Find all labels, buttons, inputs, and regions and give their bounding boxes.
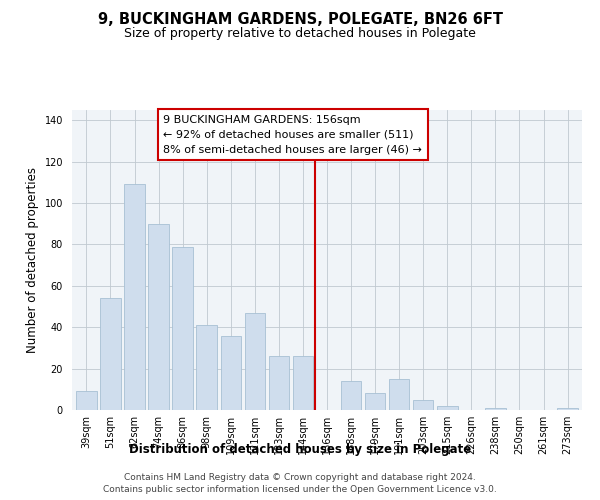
Bar [293, 356, 313, 410]
Y-axis label: Number of detached properties: Number of detached properties [26, 167, 39, 353]
Bar [413, 400, 433, 410]
Bar [221, 336, 241, 410]
Bar [245, 313, 265, 410]
Bar [365, 394, 385, 410]
Bar [124, 184, 145, 410]
Text: 9 BUCKINGHAM GARDENS: 156sqm
← 92% of detached houses are smaller (511)
8% of se: 9 BUCKINGHAM GARDENS: 156sqm ← 92% of de… [163, 115, 422, 154]
Bar [76, 392, 97, 410]
Bar [172, 246, 193, 410]
Bar [389, 379, 409, 410]
Text: 9, BUCKINGHAM GARDENS, POLEGATE, BN26 6FT: 9, BUCKINGHAM GARDENS, POLEGATE, BN26 6F… [97, 12, 503, 28]
Bar [341, 381, 361, 410]
Bar [100, 298, 121, 410]
Text: Distribution of detached houses by size in Polegate: Distribution of detached houses by size … [129, 442, 471, 456]
Text: Contains public sector information licensed under the Open Government Licence v3: Contains public sector information licen… [103, 485, 497, 494]
Text: Contains HM Land Registry data © Crown copyright and database right 2024.: Contains HM Land Registry data © Crown c… [124, 472, 476, 482]
Text: Size of property relative to detached houses in Polegate: Size of property relative to detached ho… [124, 28, 476, 40]
Bar [437, 406, 458, 410]
Bar [269, 356, 289, 410]
Bar [557, 408, 578, 410]
Bar [485, 408, 506, 410]
Bar [196, 325, 217, 410]
Bar [148, 224, 169, 410]
